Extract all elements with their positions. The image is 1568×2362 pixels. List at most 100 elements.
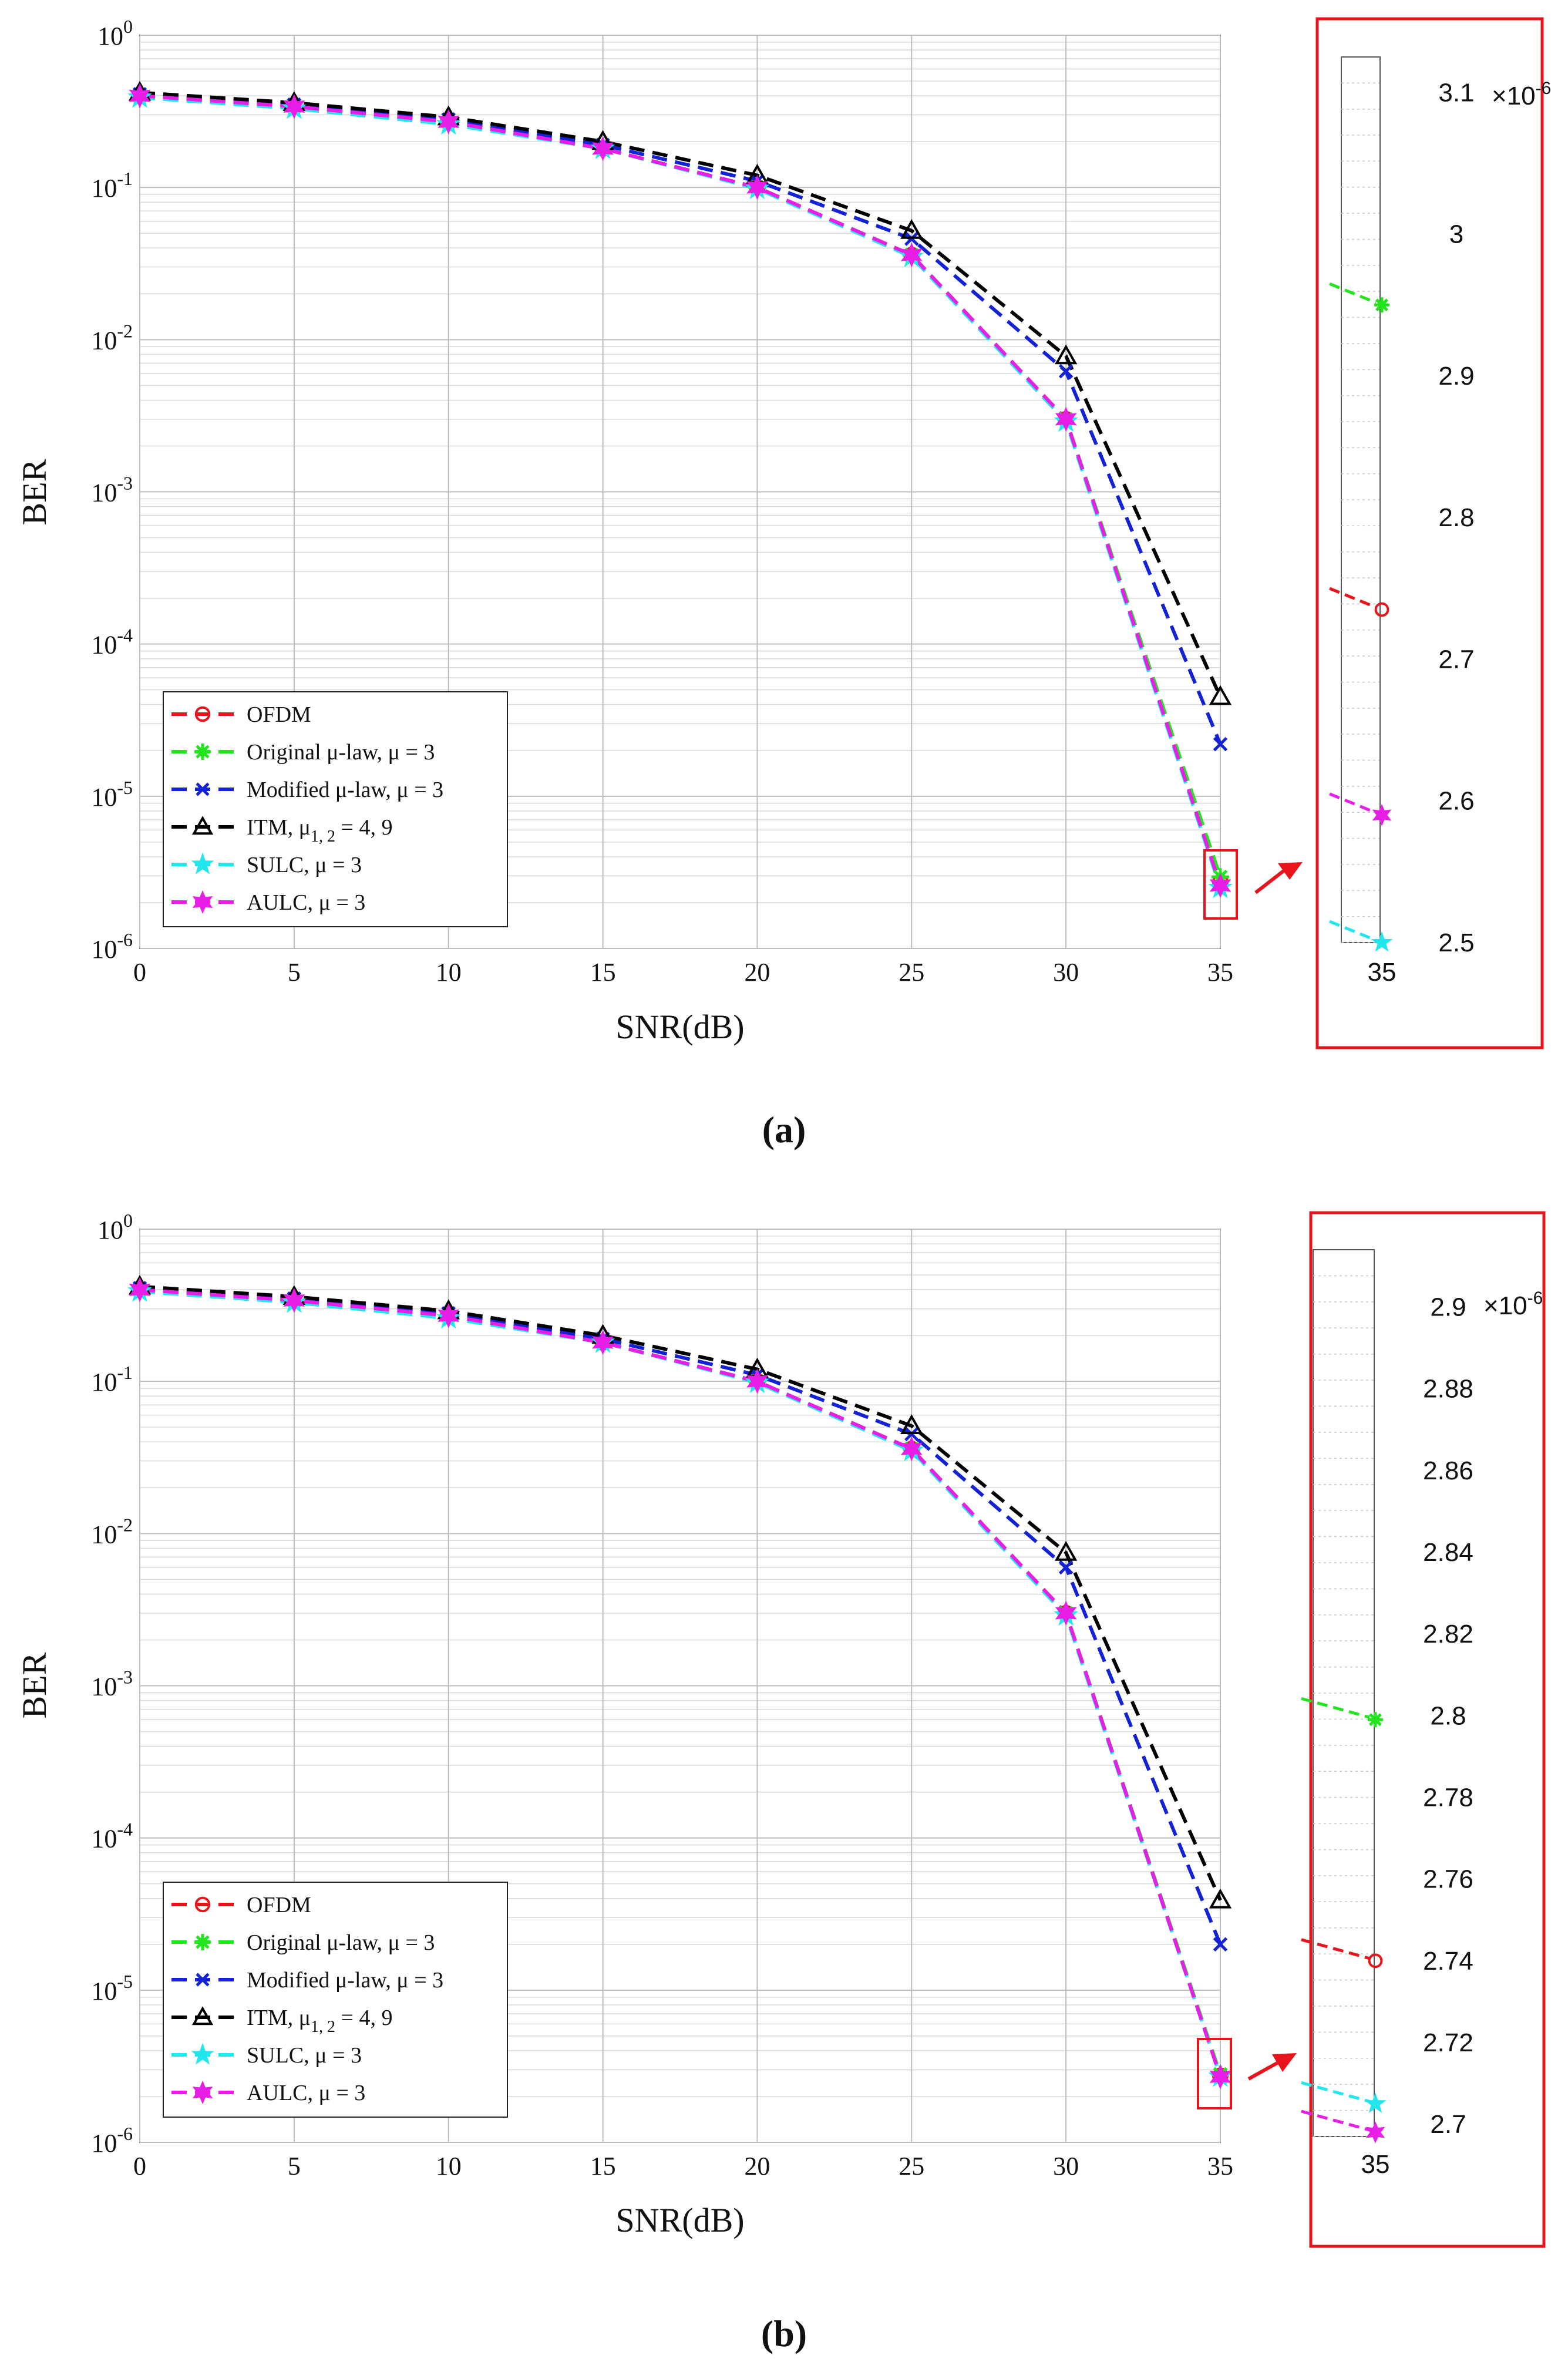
data-point-aulc (1055, 1600, 1077, 1626)
x-tick-label: 10 (436, 2152, 462, 2181)
series-line-modified (139, 92, 1222, 745)
y-tick-label: 10-5 (91, 777, 133, 812)
legend: OFDM Original μ-law, μ = 3 Modified μ-law,… (163, 691, 508, 927)
legend-box (163, 691, 508, 927)
zoom-arrow (1247, 2053, 1297, 2081)
series-lines (127, 1274, 1233, 2090)
data-point-aulc (746, 1368, 768, 1394)
y-tick-label: 10-5 (91, 1971, 133, 2006)
legend-entry-itm: ITM, μ1, 2 = 4, 9 (171, 2006, 392, 2036)
data-point-aulc (283, 1288, 305, 1313)
legend-entry-itm: ITM, μ1, 2 = 4, 9 (171, 815, 392, 846)
data-point-itm (1209, 1888, 1232, 1909)
inset-y-tick-label: 2.86 (1423, 1456, 1473, 1485)
y-axis-label: BER (15, 1652, 53, 1718)
inset-point-ofdm (1368, 1953, 1383, 1969)
legend-marker (196, 1973, 210, 1987)
legend-label: OFDM (247, 702, 311, 727)
inset-x-tick-label: 35 (1361, 2150, 1390, 2179)
legend-entry-original: Original μ-law, μ = 3 (171, 1930, 435, 1955)
legend-label: SULC, μ = 3 (247, 2043, 362, 2068)
inset-y-tick-label: 2.74 (1423, 1947, 1473, 1976)
caption-b: (b) (761, 2313, 807, 2354)
legend-entry-sulc: SULC, μ = 3 (171, 2043, 362, 2068)
legend-marker (196, 782, 210, 796)
y-tick-label: 10-3 (91, 473, 133, 507)
legend-entry-modified: Modified μ-law, μ = 3 (171, 1968, 443, 1993)
legend-marker (194, 1934, 211, 1950)
panel-a: 0 5 10 15 20 25 30 35 10-610-510-410-310-210-11… (15, 16, 1551, 1150)
inset-segment-original (1301, 1697, 1370, 1719)
legend-entry-sulc: SULC, μ = 3 (171, 852, 362, 877)
y-tick-label: 10-2 (91, 320, 133, 355)
inset-y-tick-label: 2.88 (1423, 1375, 1473, 1404)
x-tick-label: 30 (1053, 958, 1079, 987)
data-point-itm (1054, 1540, 1078, 1561)
inset-y-tick-label: 2.6 (1438, 787, 1474, 816)
data-point-aulc (592, 136, 614, 161)
inset-zoom: 2.7 2.72 2.74 2.76 2.78 2.8 2.82 2.84 2.86 2.88 2.… (1301, 1249, 1543, 2179)
y-tick-label: 10-4 (91, 625, 133, 660)
inset-segment-aulc (1329, 792, 1377, 815)
y-tick-label: 10-1 (91, 168, 133, 203)
inset-y-tick-label: 2.72 (1423, 2028, 1473, 2057)
data-point-modified (904, 1426, 919, 1442)
legend-marker (194, 743, 211, 760)
data-point-aulc (129, 83, 151, 109)
y-tick-labels: 10-6 10-5 10-4 10-3 10-2 10-1 100 (91, 16, 133, 964)
y-tick-label: 10-3 (91, 1667, 133, 1701)
legend-label: ITM, μ1, 2 = 4, 9 (247, 815, 392, 846)
inset-point-original (1374, 297, 1389, 313)
series-line-aulc (139, 1288, 1222, 2078)
legend-marker (191, 852, 214, 874)
series-lines (127, 80, 1233, 899)
inset-zoom: 2.5 2.6 2.7 2.8 2.9 3 3.1 35 ×10-6 (1329, 56, 1551, 987)
inset-point-sulc (1364, 2092, 1387, 2113)
series-line-modified (139, 1286, 1222, 1945)
x-tick-labels: 0 5 10 15 20 25 30 35 (133, 958, 1233, 987)
zoom-marker-box (1203, 849, 1238, 920)
legend-label: AULC, μ = 3 (247, 890, 365, 915)
inset-y-tick-label: 2.8 (1430, 1701, 1466, 1730)
legend-marker (192, 2080, 213, 2105)
x-tick-label: 0 (133, 2152, 146, 2181)
legend-marker (194, 706, 211, 722)
data-point-aulc (1209, 873, 1231, 899)
x-tick-label: 15 (590, 2152, 616, 2181)
y-tick-label: 100 (97, 16, 133, 51)
inset-y-tick-label: 2.9 (1438, 362, 1474, 391)
inset-y-tick-label: 2.8 (1438, 503, 1474, 532)
legend-entry-ofdm: OFDM (171, 1893, 311, 1917)
zoom-marker-box (1197, 2038, 1232, 2109)
x-tick-labels: 0 5 10 15 20 25 30 35 (133, 2152, 1233, 2181)
data-point-aulc (900, 242, 923, 268)
data-point-modified (1058, 1560, 1074, 1575)
inset-exponent-label: ×10-6 (1483, 1288, 1543, 1320)
data-point-aulc (1055, 406, 1077, 432)
x-tick-label: 5 (288, 958, 301, 987)
legend-entry-modified: Modified μ-law, μ = 3 (171, 778, 443, 802)
inset-segment-sulc (1301, 2081, 1370, 2103)
data-point-modified (1058, 364, 1074, 379)
data-point-itm (900, 218, 923, 239)
x-tick-label: 35 (1207, 2152, 1233, 2181)
data-point-itm (900, 1414, 923, 1434)
data-point-aulc (438, 1303, 460, 1328)
panel-b: 0 5 10 15 20 25 30 35 10-610-510-410-310-210-11… (15, 1210, 1546, 2354)
data-point-modified (1213, 736, 1228, 752)
inset-point-aulc (1372, 804, 1392, 826)
data-point-aulc (746, 174, 768, 200)
x-tick-label: 0 (133, 958, 146, 987)
y-tick-labels: 10-6 10-5 10-4 10-3 10-2 10-1 100 (91, 1210, 133, 2158)
inset-segment-sulc (1329, 920, 1377, 942)
y-tick-label: 10-2 (91, 1514, 133, 1549)
legend-label: Original μ-law, μ = 3 (247, 740, 435, 765)
y-tick-label: 100 (97, 1210, 133, 1244)
data-point-aulc (900, 1436, 923, 1462)
y-tick-label: 10-6 (91, 929, 133, 964)
inset-point-aulc (1365, 2121, 1385, 2144)
legend-marker (191, 816, 214, 835)
inset-y-tick-label: 2.78 (1423, 1783, 1473, 1812)
inset-y-tick-label: 2.76 (1423, 1865, 1473, 1894)
inset-x-tick-label: 35 (1368, 958, 1397, 987)
